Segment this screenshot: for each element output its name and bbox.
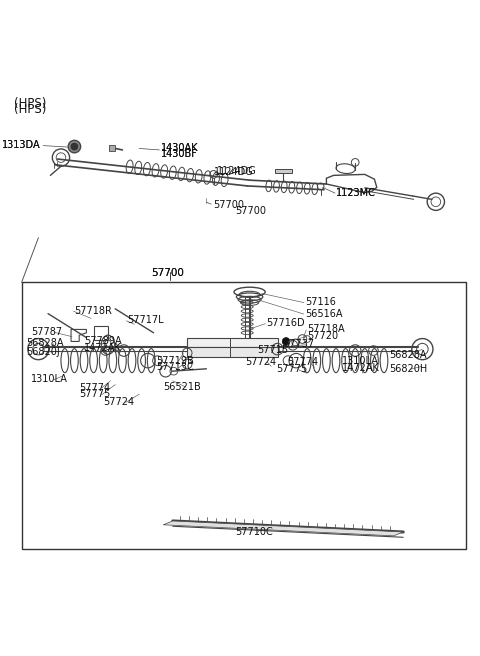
Text: 57737: 57737 — [283, 339, 314, 349]
Bar — [94, 326, 108, 340]
Text: 56521B: 56521B — [163, 382, 201, 392]
Text: 1123MC: 1123MC — [336, 188, 376, 197]
Text: 57718A: 57718A — [307, 325, 345, 335]
Text: 57713C: 57713C — [156, 362, 194, 373]
Text: 57700: 57700 — [235, 206, 266, 216]
Text: 1472AK: 1472AK — [342, 363, 380, 373]
Text: 57700: 57700 — [151, 268, 184, 278]
Text: 57724: 57724 — [103, 397, 134, 407]
Text: 57718R: 57718R — [74, 306, 112, 316]
Bar — [109, 145, 115, 151]
Text: 1430AK: 1430AK — [161, 144, 198, 154]
Bar — [275, 169, 292, 173]
Text: 1313DA: 1313DA — [2, 140, 41, 150]
Text: 56828A: 56828A — [26, 338, 64, 348]
Text: 57720: 57720 — [307, 331, 338, 341]
Text: 1430AK: 1430AK — [161, 144, 198, 154]
Text: 57787: 57787 — [31, 327, 62, 337]
Text: 56828A: 56828A — [389, 350, 426, 360]
Text: (HPS): (HPS) — [14, 97, 47, 110]
Text: 57774: 57774 — [79, 382, 110, 392]
Text: 57789A: 57789A — [84, 337, 121, 346]
Text: 56820H: 56820H — [389, 364, 427, 374]
Text: 57775: 57775 — [79, 389, 110, 400]
Circle shape — [68, 140, 81, 153]
Text: 56820J: 56820J — [26, 347, 60, 357]
Circle shape — [282, 338, 290, 345]
Text: 57719B: 57719B — [156, 356, 194, 365]
Bar — [22, 282, 466, 549]
Text: 1430BF: 1430BF — [161, 150, 198, 159]
Text: 57715: 57715 — [257, 344, 288, 355]
Text: 57724: 57724 — [245, 357, 276, 367]
Text: 57710C: 57710C — [235, 527, 273, 537]
Text: 57116: 57116 — [305, 297, 336, 307]
Text: 57774: 57774 — [287, 357, 318, 367]
Text: 1472AK: 1472AK — [84, 343, 122, 353]
Text: 1310LA: 1310LA — [342, 356, 379, 365]
Text: 1310LA: 1310LA — [31, 375, 68, 384]
Text: 57716D: 57716D — [266, 318, 305, 328]
Text: 1124DG: 1124DG — [217, 165, 257, 176]
Polygon shape — [187, 347, 278, 357]
Circle shape — [71, 143, 78, 150]
Text: 1430BF: 1430BF — [161, 150, 198, 159]
Text: 57775: 57775 — [276, 364, 307, 375]
Text: 57717L: 57717L — [127, 316, 164, 325]
Text: 57700: 57700 — [214, 200, 245, 210]
Polygon shape — [187, 338, 278, 347]
Text: 57700: 57700 — [151, 268, 184, 278]
Text: 1313DA: 1313DA — [2, 140, 41, 150]
Text: 1124DG: 1124DG — [214, 167, 253, 177]
Text: (HPS): (HPS) — [14, 104, 47, 116]
Polygon shape — [163, 521, 403, 536]
Text: 1123MC: 1123MC — [336, 188, 376, 197]
Text: 56516A: 56516A — [305, 308, 342, 319]
